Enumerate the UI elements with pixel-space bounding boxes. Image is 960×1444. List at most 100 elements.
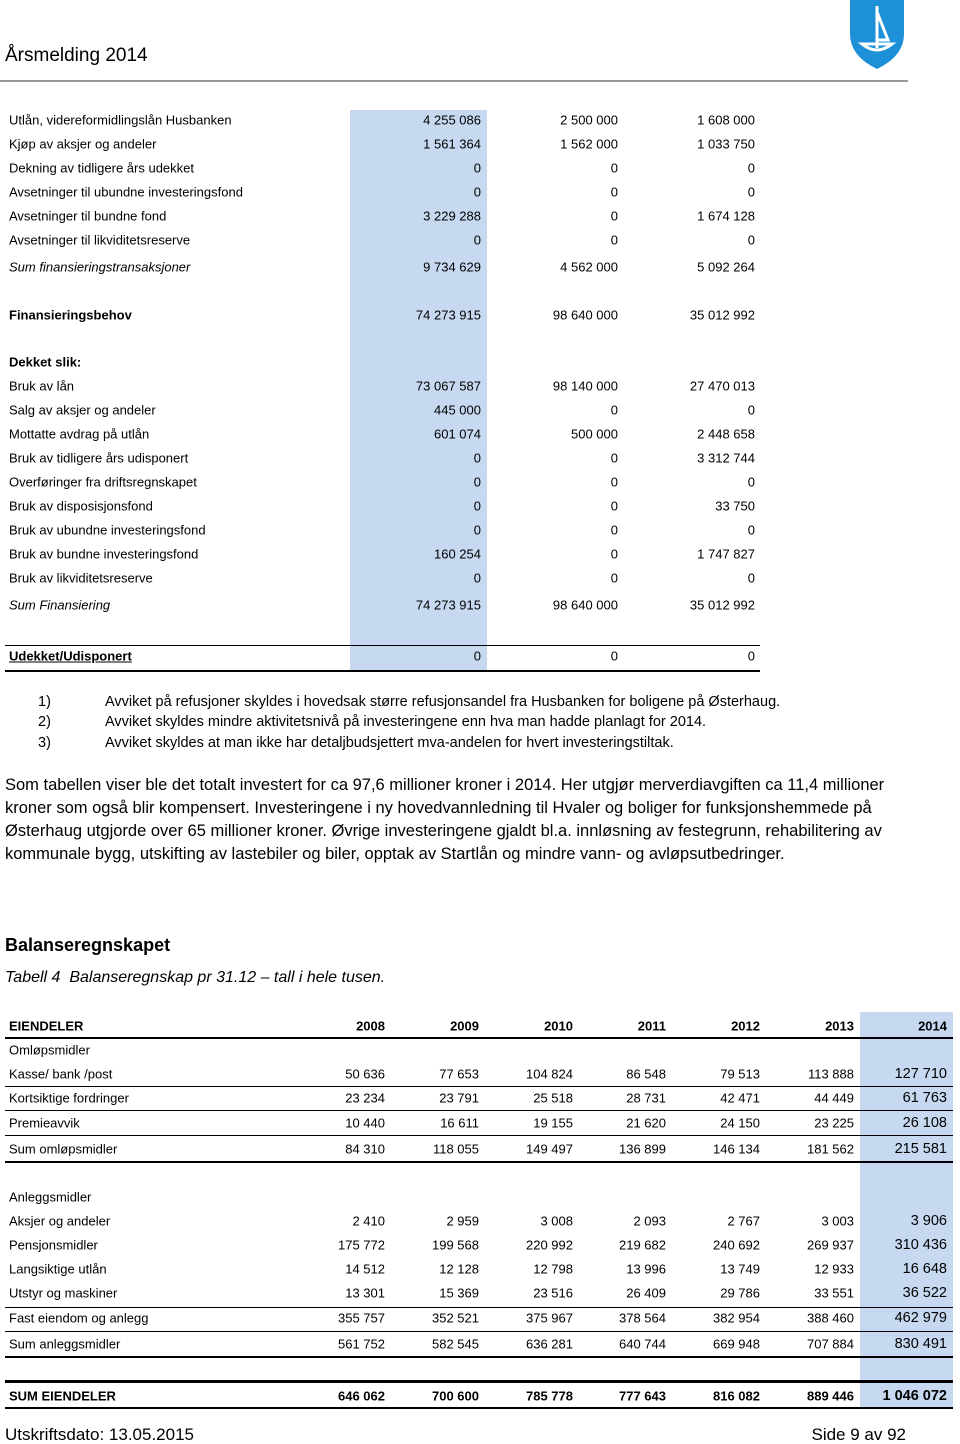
cell: 220 992 bbox=[526, 1237, 573, 1253]
page-number: Side 9 av 92 bbox=[811, 1425, 906, 1444]
cell: 98 640 000 bbox=[552, 597, 618, 613]
row-label: Salg av aksjer og andeler bbox=[9, 402, 156, 418]
table-caption: Tabell 4 Balanseregnskap pr 31.12 – tall… bbox=[5, 969, 386, 986]
cell: 0 bbox=[610, 160, 618, 176]
row-label: Bruk av lån bbox=[9, 378, 75, 394]
cell: 10 440 bbox=[345, 1115, 385, 1131]
row-label: Sum omløpsmidler bbox=[9, 1141, 118, 1157]
row-label: Bruk av disposisjonsfond bbox=[9, 498, 153, 514]
cell: 0 bbox=[747, 160, 755, 176]
cell: 26 409 bbox=[626, 1285, 666, 1301]
cell: 700 600 bbox=[432, 1388, 479, 1404]
cell: 127 710 bbox=[894, 1065, 947, 1082]
cell: 42 471 bbox=[720, 1090, 760, 1106]
row-label: Bruk av bundne investeringsfond bbox=[9, 546, 199, 562]
cell: 13 749 bbox=[720, 1261, 760, 1277]
note-text: Avviket skyldes mindre aktivitetsnivå på… bbox=[105, 713, 707, 730]
rule bbox=[5, 1356, 953, 1358]
cell: 19 155 bbox=[533, 1115, 573, 1131]
cell: 12 798 bbox=[533, 1261, 573, 1277]
cell: 269 937 bbox=[807, 1237, 854, 1253]
cell: 240 692 bbox=[713, 1237, 760, 1253]
cell: 889 446 bbox=[807, 1388, 854, 1404]
logo bbox=[850, 0, 904, 69]
column-header: 2014 bbox=[918, 1018, 947, 1034]
row-label: Langsiktige utlån bbox=[9, 1261, 107, 1277]
cell: 1 747 827 bbox=[697, 546, 755, 562]
cell: 28 731 bbox=[626, 1090, 666, 1106]
cell: 23 225 bbox=[814, 1115, 854, 1131]
cell: 25 518 bbox=[533, 1090, 573, 1106]
rule bbox=[5, 1307, 953, 1308]
cell: 104 824 bbox=[526, 1066, 573, 1082]
rule bbox=[5, 1037, 953, 1039]
cell: 36 522 bbox=[902, 1284, 947, 1301]
row-label: Avsetninger til bundne fond bbox=[9, 208, 167, 224]
column-header: 2009 bbox=[450, 1018, 479, 1034]
cell: 0 bbox=[610, 546, 618, 562]
row-label: Utstyr og maskiner bbox=[9, 1285, 118, 1301]
cell: 0 bbox=[473, 450, 481, 466]
cell: 0 bbox=[473, 648, 481, 664]
cell: 777 643 bbox=[619, 1388, 666, 1404]
cell: 160 254 bbox=[434, 546, 481, 562]
note-text: Avviket skyldes at man ikke har detaljbu… bbox=[105, 734, 674, 751]
cell: 86 548 bbox=[626, 1066, 666, 1082]
header-rule bbox=[0, 80, 908, 82]
row-label: Kasse/ bank /post bbox=[9, 1066, 113, 1082]
row-label: Avsetninger til ubundne investeringsfond bbox=[9, 184, 243, 200]
cell: 0 bbox=[610, 498, 618, 514]
cell: 74 273 915 bbox=[415, 597, 481, 613]
rule bbox=[5, 1407, 953, 1409]
cell: 16 648 bbox=[902, 1260, 947, 1277]
column-header: 2013 bbox=[825, 1018, 854, 1034]
cell: 4 255 086 bbox=[423, 112, 481, 128]
cell: 0 bbox=[747, 522, 755, 538]
cell: 2 767 bbox=[727, 1213, 760, 1229]
rule bbox=[5, 1110, 953, 1111]
cell: 0 bbox=[473, 570, 481, 586]
cell: 219 682 bbox=[619, 1237, 666, 1253]
cell: 136 899 bbox=[619, 1141, 666, 1157]
cell: 785 778 bbox=[526, 1388, 573, 1404]
cell: 445 000 bbox=[434, 402, 481, 418]
row-label: Omløpsmidler bbox=[9, 1042, 90, 1058]
cell: 3 229 288 bbox=[423, 208, 481, 224]
cell: 181 562 bbox=[807, 1141, 854, 1157]
cell: 26 108 bbox=[902, 1114, 947, 1131]
rule bbox=[5, 1161, 953, 1163]
cell: 23 516 bbox=[533, 1285, 573, 1301]
cell: 0 bbox=[747, 232, 755, 248]
row-label: Fast eiendom og anlegg bbox=[9, 1310, 149, 1326]
cell: 669 948 bbox=[713, 1336, 760, 1352]
column-header: 2010 bbox=[544, 1018, 573, 1034]
cell: 33 551 bbox=[814, 1285, 854, 1301]
row-label: Dekning av tidligere års udekket bbox=[9, 160, 194, 176]
row-label: Aksjer og andeler bbox=[9, 1213, 111, 1229]
row-label: Bruk av likviditetsreserve bbox=[9, 570, 153, 586]
cell: 0 bbox=[473, 184, 481, 200]
column-header: EIENDELER bbox=[9, 1018, 84, 1034]
cell: 3 008 bbox=[540, 1213, 573, 1229]
cell: 149 497 bbox=[526, 1141, 573, 1157]
row-label: Sum anleggsmidler bbox=[9, 1336, 121, 1352]
cell: 79 513 bbox=[720, 1066, 760, 1082]
cell: 601 074 bbox=[434, 426, 481, 442]
column-header: 2008 bbox=[356, 1018, 385, 1034]
row-label: Bruk av ubundne investeringsfond bbox=[9, 522, 206, 538]
row-label: Anleggsmidler bbox=[9, 1189, 92, 1205]
note-number: 3) bbox=[38, 734, 51, 751]
cell: 707 884 bbox=[807, 1336, 854, 1352]
cell: 378 564 bbox=[619, 1310, 666, 1326]
cell: 0 bbox=[473, 498, 481, 514]
note-number: 2) bbox=[38, 713, 51, 730]
cell: 0 bbox=[610, 232, 618, 248]
cell: 0 bbox=[747, 184, 755, 200]
cell: 0 bbox=[610, 450, 618, 466]
cell: 118 055 bbox=[432, 1141, 479, 1157]
paragraph: Som tabellen viser ble det totalt invest… bbox=[5, 776, 885, 863]
cell: 388 460 bbox=[807, 1310, 854, 1326]
cell: 1 562 000 bbox=[560, 136, 618, 152]
cell: 3 003 bbox=[821, 1213, 854, 1229]
